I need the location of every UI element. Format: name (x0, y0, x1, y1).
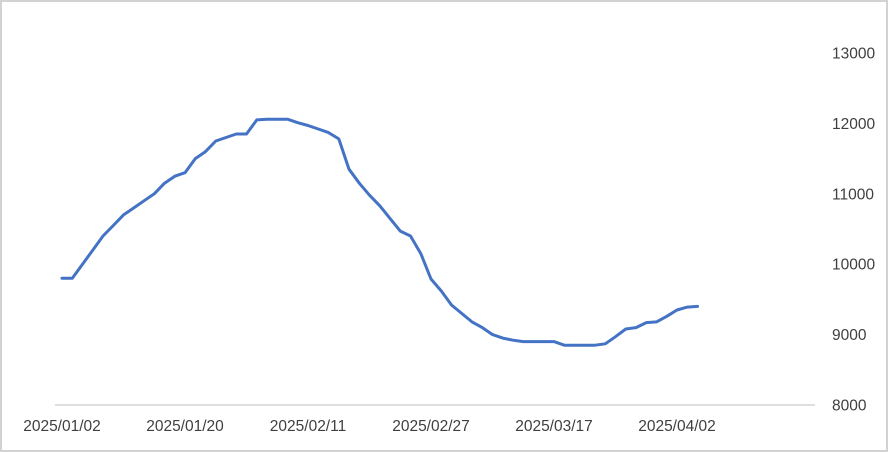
y-tick-label: 8000 (832, 398, 867, 415)
x-tick-label: 2025/02/27 (392, 418, 470, 435)
x-tick-label: 2025/04/02 (638, 418, 716, 435)
x-tick-label: 2025/02/11 (270, 418, 346, 435)
y-tick-label: 12000 (832, 116, 875, 133)
price-line-series (60, 117, 699, 347)
x-tick-label: 2025/01/20 (146, 418, 224, 435)
y-tick-label: 11000 (832, 186, 874, 203)
y-tick-label: 10000 (832, 257, 875, 274)
y-tick-label: 13000 (832, 46, 875, 63)
x-tick-label: 2025/03/17 (515, 418, 593, 435)
y-tick-label: 9000 (832, 327, 867, 344)
x-tick-label: 2025/01/02 (23, 418, 101, 435)
